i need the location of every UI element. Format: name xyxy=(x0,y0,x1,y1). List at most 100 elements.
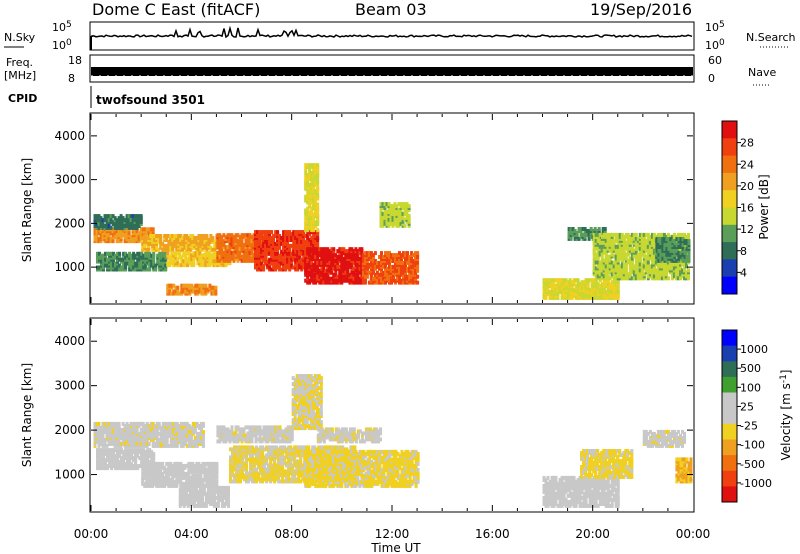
power-cell xyxy=(614,232,618,237)
power-cell xyxy=(336,255,340,259)
power-cell xyxy=(406,274,409,279)
power-cell xyxy=(262,257,266,262)
power-cell xyxy=(310,228,314,233)
velocity-cell xyxy=(161,421,165,426)
power-cell xyxy=(304,234,308,238)
power-cell xyxy=(544,288,548,293)
power-cell xyxy=(218,258,222,263)
velocity-cell xyxy=(121,421,125,426)
power-cell xyxy=(118,263,122,268)
power-cell xyxy=(587,229,591,233)
power-patch-12 xyxy=(542,278,620,300)
power-cell xyxy=(328,257,332,261)
power-cell xyxy=(650,264,654,269)
power-cell xyxy=(620,270,624,275)
power-cell xyxy=(612,238,616,243)
power-cell xyxy=(618,264,622,269)
power-cell xyxy=(198,289,202,294)
power-cell xyxy=(304,278,308,283)
power-cell xyxy=(396,253,399,258)
power-cell xyxy=(218,233,222,238)
power-cell xyxy=(601,227,605,231)
velocity-cell xyxy=(181,437,185,442)
power-cell xyxy=(600,244,604,249)
power-cell xyxy=(646,260,650,265)
power-cell xyxy=(176,257,180,262)
power-cell xyxy=(113,216,117,221)
power-cell xyxy=(236,233,240,238)
power-cell xyxy=(397,211,401,216)
power-cell xyxy=(129,235,133,240)
power-cell xyxy=(550,286,554,291)
power-cell xyxy=(212,285,216,290)
power-cell xyxy=(638,232,642,237)
power-cell xyxy=(332,272,336,277)
power-cell xyxy=(314,247,318,252)
power-cell xyxy=(393,202,397,207)
power-cell xyxy=(665,246,669,251)
velocity-cell xyxy=(159,437,163,442)
power-cell xyxy=(157,238,161,242)
power-cell xyxy=(226,233,230,238)
power-cell xyxy=(346,274,350,279)
power-colorbar-cell xyxy=(722,121,737,139)
power-cell xyxy=(630,240,634,245)
power-cell xyxy=(348,272,352,277)
power-cell xyxy=(127,218,131,223)
velocity-cell xyxy=(125,439,129,444)
power-cell xyxy=(266,234,270,238)
power-cell xyxy=(598,260,602,265)
power-cell xyxy=(354,268,358,273)
power-cell xyxy=(274,265,278,270)
power-cell xyxy=(385,213,389,218)
power-cell xyxy=(546,282,550,287)
velocity-cell xyxy=(149,431,153,436)
power-cell xyxy=(394,262,397,267)
power-cell xyxy=(352,266,356,271)
power-cell xyxy=(236,239,240,244)
velocity-cell xyxy=(149,427,153,432)
power-cell xyxy=(608,236,612,241)
power-cell xyxy=(199,234,203,238)
power-cell xyxy=(371,280,375,285)
power-colorbar-cell xyxy=(722,138,737,157)
power-cell xyxy=(210,261,214,266)
power-cell xyxy=(681,268,684,273)
power-cell xyxy=(388,259,391,263)
velocity-cell xyxy=(199,435,203,440)
power-cell xyxy=(401,202,405,207)
power-cell xyxy=(581,227,585,231)
velocity-cell xyxy=(93,421,97,426)
velocity-cell xyxy=(201,441,205,446)
power-cell xyxy=(224,252,228,257)
power-cell xyxy=(244,250,248,255)
power-cell xyxy=(598,250,602,255)
power-cell xyxy=(310,176,314,181)
power-cell xyxy=(640,236,644,241)
power-cell xyxy=(240,233,244,238)
velocity-cell xyxy=(119,441,123,446)
power-cell xyxy=(354,272,358,277)
power-cell xyxy=(262,263,266,268)
power-cell xyxy=(655,252,659,257)
power-cell xyxy=(216,250,220,255)
power-cell xyxy=(316,260,320,265)
power-cell xyxy=(276,247,280,252)
power-cell xyxy=(338,247,342,252)
power-cell xyxy=(212,259,216,264)
power-cell xyxy=(614,274,618,279)
velocity-cell xyxy=(137,421,141,426)
power-cell xyxy=(594,270,598,275)
power-cell xyxy=(201,238,205,242)
power-cell xyxy=(404,276,407,281)
velocity-cell xyxy=(187,423,191,428)
power-cell xyxy=(205,234,209,238)
power-cell xyxy=(226,256,230,261)
power-cell xyxy=(168,291,172,296)
power-ytick-label: 3000 xyxy=(54,173,85,187)
power-cell xyxy=(596,260,600,265)
velocity-cell xyxy=(118,448,122,453)
velocity-cell xyxy=(139,431,143,436)
power-cell xyxy=(308,278,312,283)
power-cell xyxy=(175,245,179,250)
